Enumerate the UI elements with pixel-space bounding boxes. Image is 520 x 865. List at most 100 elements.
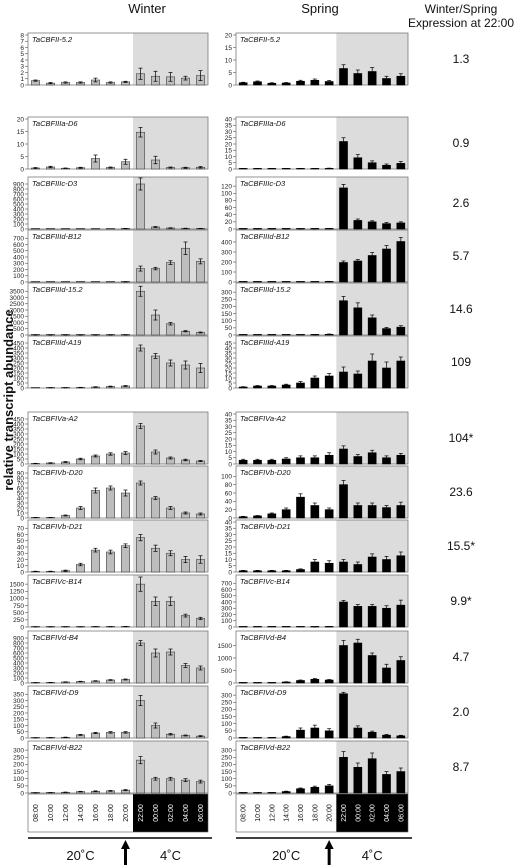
winter-panel-4-gene-label: TaCBFIIId-15.2 (32, 285, 83, 294)
winter-panel-2-bar (30, 228, 40, 230)
spring-panel-4-gene-label: TaCBFIIId-15.2 (240, 285, 291, 294)
spring-panel-8-tick-label: 35 (225, 526, 233, 533)
spring-time-label: 18:00 (312, 804, 319, 822)
spring-time-label: 02:00 (370, 804, 377, 822)
spring-panel-4-bar (296, 334, 305, 336)
winter-panel-11-tick-label: 200 (13, 710, 24, 717)
spring-panel-8-tick-label: 10 (225, 557, 233, 564)
spring-panel-6-tick-label: 5 (228, 455, 232, 462)
spring-panel-0-tick-label: 5 (228, 70, 232, 77)
ratio-value-1: 0.9 (453, 136, 470, 150)
spring-time-label: 00:00 (355, 804, 362, 822)
spring-panel-0-tick-label: 20 (225, 32, 233, 39)
winter-panel-2-tick-label: 600 (13, 196, 24, 203)
winter-time-label: 00:00 (153, 804, 160, 822)
spring-panel-6-tick-label: 25 (225, 430, 233, 437)
winter-panel-0-frame (27, 32, 209, 86)
spring-transfer-arrow-head (324, 840, 334, 849)
spring-panel-2-frame (235, 176, 409, 230)
spring-panel-9-bar (267, 626, 277, 628)
winter-panel-6-tick-label: 0 (20, 461, 24, 468)
winter-panel-1-cold-shade (133, 117, 208, 169)
spring-panel-6-tick-label: 15 (225, 443, 233, 450)
winter-dark-time-strip (133, 794, 208, 832)
spring-panel-6-frame (235, 411, 409, 465)
spring-panel-2-tick-label: 0 (228, 226, 232, 233)
winter-panel-9-tick-label: 500 (13, 610, 24, 617)
spring-panel-12-frame (235, 740, 409, 794)
spring-panel-11-cold-shade (336, 686, 408, 738)
spring-panel-9-tick-label: 300 (221, 606, 232, 613)
winter-panel-11-cold-shade (133, 686, 208, 738)
winter-panel-9-frame (27, 574, 209, 628)
spring-panel-12-tick-label: 300 (221, 747, 232, 754)
winter-panel-3-tick-label: 0 (20, 279, 24, 286)
spring-panel-4-tick-label: 300 (221, 289, 232, 296)
winter-panel-3-bar (76, 281, 86, 283)
winter-panel-7-tick-label: 60 (17, 485, 25, 492)
spring-panel-7-tick-label: 0 (228, 515, 232, 522)
ratio-header-line1: Winter/Spring (425, 2, 498, 16)
winter-panel-2-tick-label: 800 (13, 186, 24, 193)
winter-panel-3-gene-label: TaCBFIIId-B12 (32, 232, 82, 241)
spring-panel-4-tick-label: 150 (221, 311, 232, 318)
winter-panel-12-gene-label: TaCBFIVd-B22 (32, 743, 83, 752)
winter-panel-12-tick-label: 0 (20, 790, 24, 797)
winter-panel-3-bar (30, 281, 40, 283)
winter-panel-7-tick-label: 50 (17, 490, 25, 497)
spring-panel-7-tick-label: 80 (225, 482, 233, 489)
winter-panel-5-bar (136, 347, 146, 389)
winter-panel-0-tick-label: 0 (20, 82, 24, 89)
winter-panel-3-tick-label: 100 (13, 273, 24, 280)
ratio-value-3: 5.7 (453, 249, 470, 263)
winter-panel-9-tick-label: 1000 (10, 596, 25, 603)
winter-panel-2-tick-label: 500 (13, 201, 24, 208)
spring-time-label: 22:00 (341, 804, 348, 822)
winter-panel-8-tick-label: 50 (17, 538, 25, 545)
spring-panel-2-tick-label: 80 (225, 198, 233, 205)
winter-panel-4-tick-label: 1500 (10, 314, 25, 321)
winter-panel-2-frame (27, 176, 209, 230)
spring-panel-6-tick-label: 0 (228, 461, 232, 468)
spring-panel-8-tick-label: 40 (225, 519, 233, 526)
winter-panel-4-tick-label: 2500 (10, 301, 25, 308)
spring-panel-10-tick-label: 0 (228, 680, 232, 687)
spring-panel-2-tick-label: 40 (225, 212, 233, 219)
winter-panel-5-gene-label: TaCBFIIId-A19 (32, 338, 82, 347)
winter-panel-12-tick-label: 50 (17, 783, 25, 790)
winter-panel-11-tick-label: 0 (20, 735, 24, 742)
winter-panel-0-tick-label: 6 (20, 45, 24, 52)
winter-panel-3-bar (196, 261, 206, 283)
spring-panel-3-bar (310, 281, 320, 283)
ratio-value-10: 4.7 (453, 650, 470, 664)
winter-panel-2-tick-label: 0 (20, 226, 24, 233)
spring-panel-5-tick-label: 0 (228, 385, 232, 392)
spring-panel-12-tick-label: 0 (228, 790, 232, 797)
winter-panel-8-gene-label: TaCBFIVb-D21 (32, 522, 83, 531)
spring-panel-11-bar (339, 693, 348, 739)
spring-panel-8-gene-label: TaCBFIVb-D21 (240, 522, 291, 531)
spring-panel-9-bar (296, 626, 305, 628)
winter-warm-temperature-label: 20˚C (66, 848, 94, 863)
spring-panel-3-tick-label: 200 (221, 259, 232, 266)
spring-panel-4-bar (267, 334, 277, 336)
spring-panel-8-tick-label: 20 (225, 544, 233, 551)
winter-time-label: 22:00 (138, 804, 145, 822)
spring-panel-7-tick-label: 20 (225, 507, 233, 514)
spring-panel-3-bar (396, 241, 406, 283)
winter-panel-2-tick-label: 100 (13, 221, 24, 228)
winter-panel-5-bar (151, 355, 161, 389)
spring-time-label: 06:00 (398, 804, 405, 822)
winter-panel-12-frame (27, 740, 209, 794)
winter-panel-6-tick-label: 150 (13, 446, 24, 453)
spring-panel-3-bar (253, 281, 262, 283)
spring-panel-3-bar (267, 281, 277, 283)
winter-panel-12-tick-label: 250 (13, 755, 24, 762)
spring-panel-1-tick-label: 0 (228, 166, 232, 173)
winter-time-label: 04:00 (183, 804, 190, 822)
spring-panel-3-tick-label: 300 (221, 249, 232, 256)
spring-panel-9-bar (238, 626, 248, 628)
spring-panel-7-bar (339, 484, 348, 519)
